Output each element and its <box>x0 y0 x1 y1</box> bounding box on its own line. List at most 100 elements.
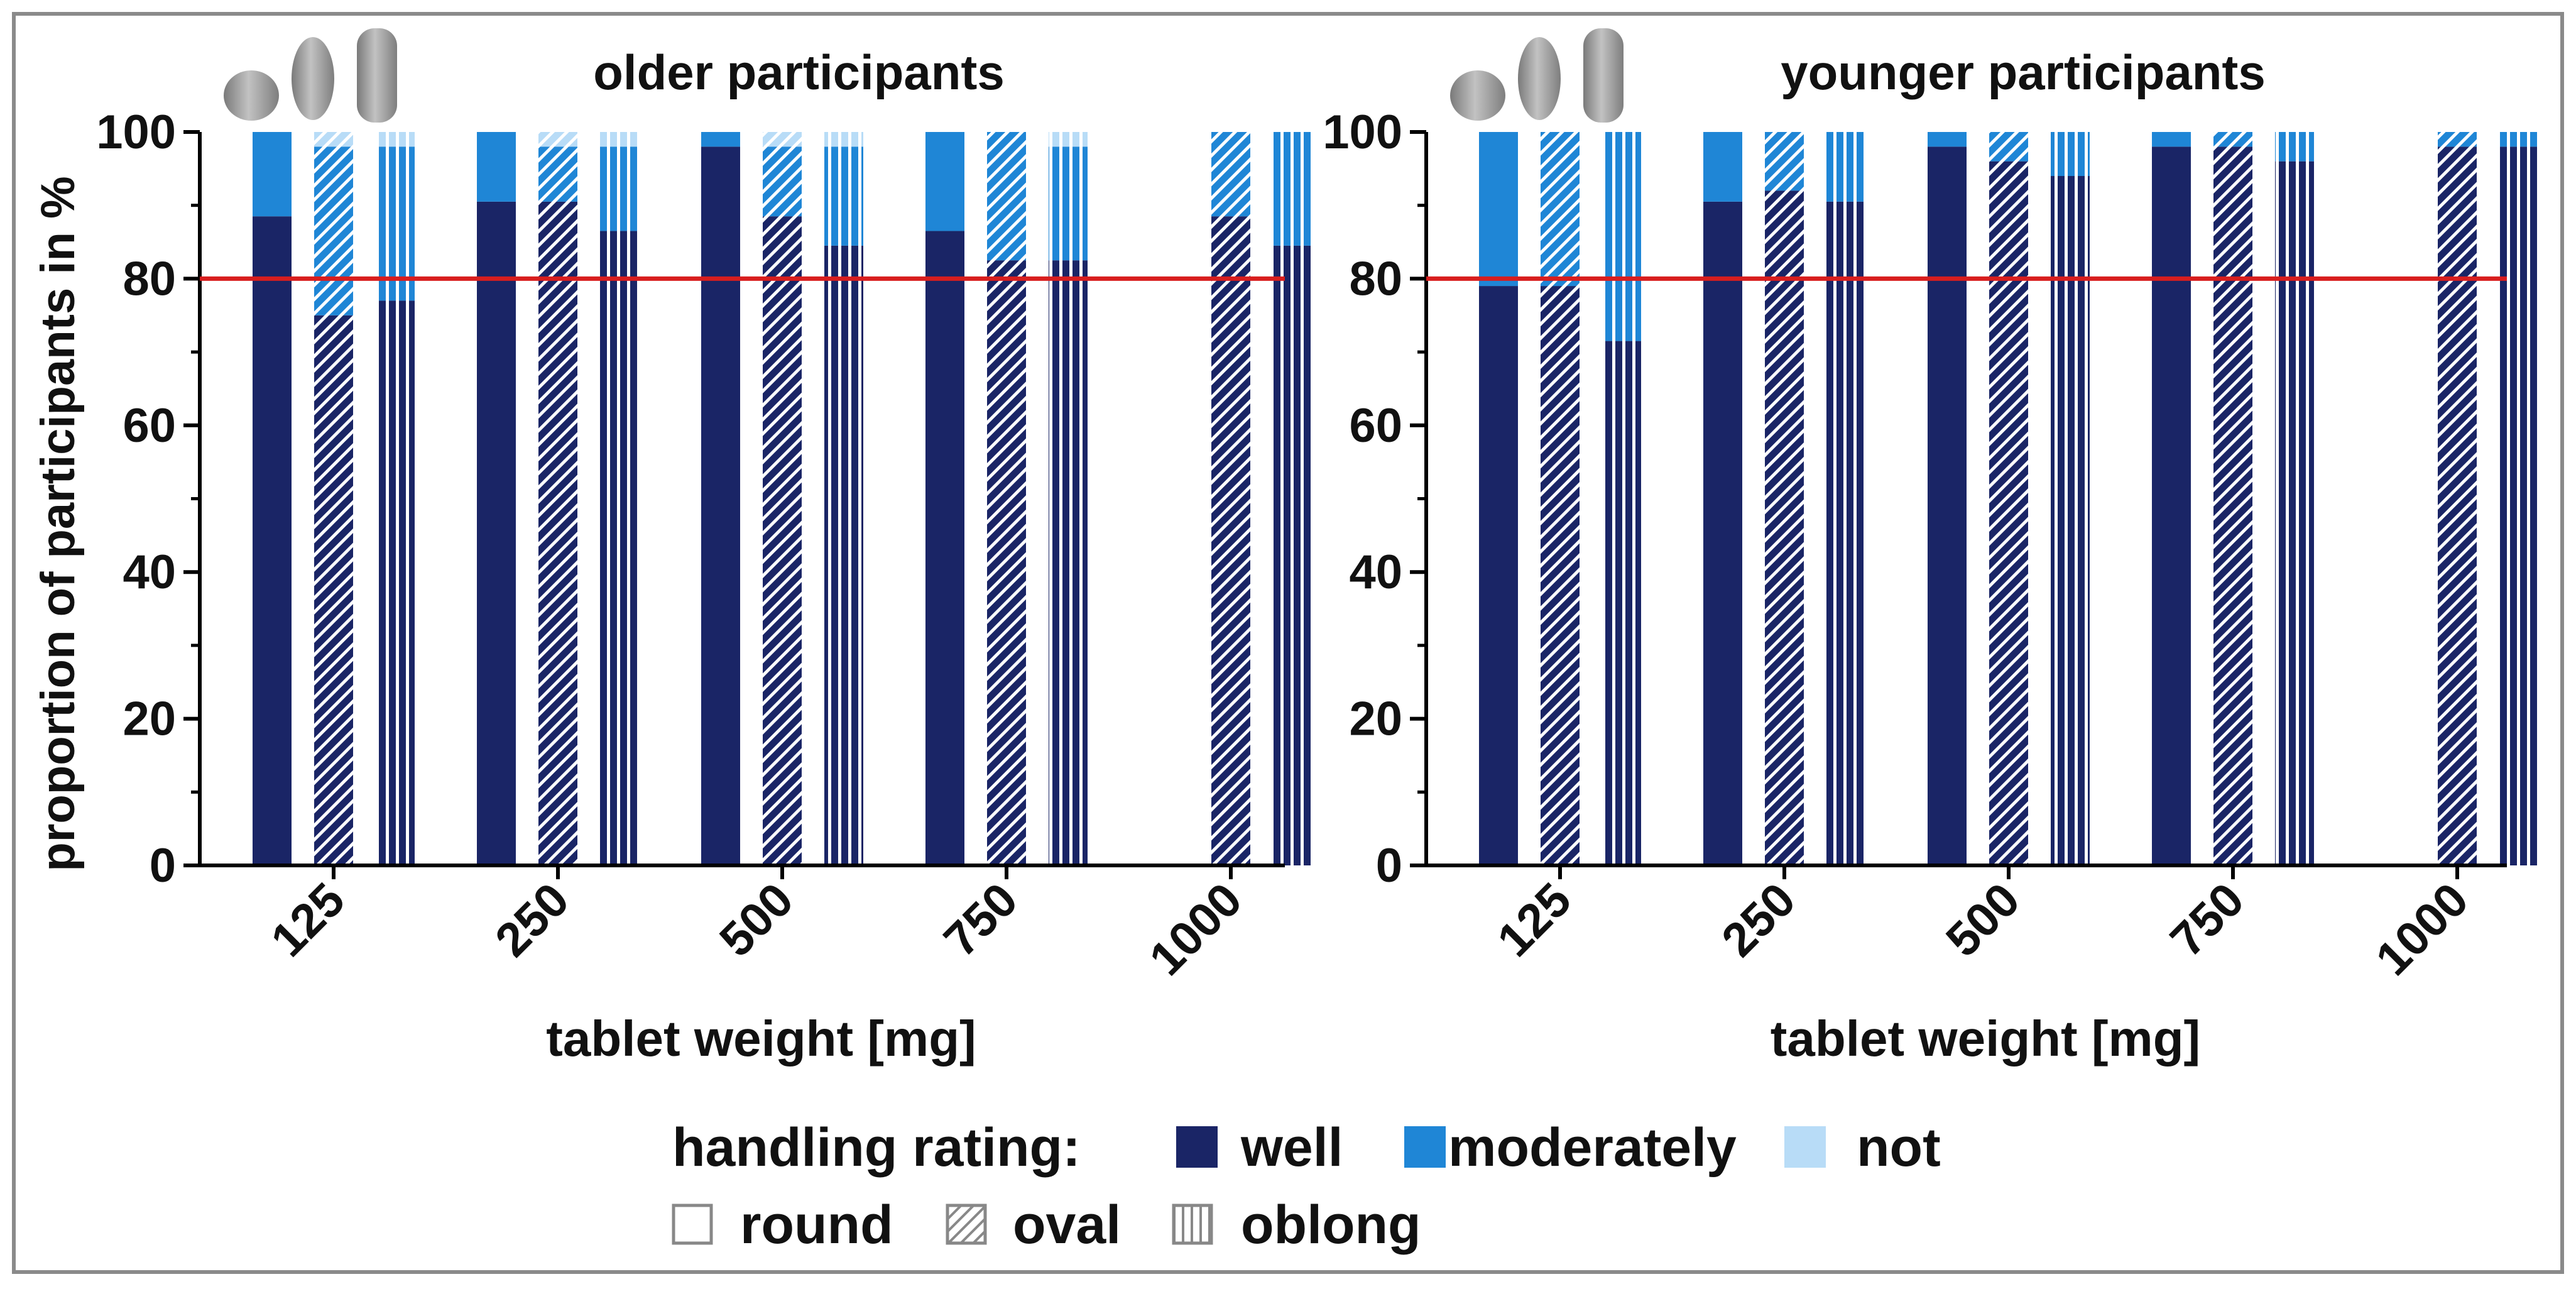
bar-oblong-125 <box>376 132 415 865</box>
bar-segment-well <box>376 300 415 865</box>
bar-segment-well <box>2051 176 2090 865</box>
bar-segment-moderately <box>600 146 639 231</box>
bar-segment-well <box>600 231 639 865</box>
bar-oval-500 <box>1989 132 2028 866</box>
bar-segment-well <box>1541 286 1580 865</box>
bar-segment-well <box>253 216 292 866</box>
bar-segment-well <box>477 201 516 865</box>
bar-round-750 <box>2152 132 2191 866</box>
y-tick-label: 60 <box>1349 399 1402 453</box>
legend-swatch-well <box>1176 1126 1218 1168</box>
bar-segment-moderately <box>2152 132 2191 147</box>
bar-segment-well <box>1602 341 1641 865</box>
bar-oblong-500 <box>824 132 863 865</box>
bar-segment-moderately <box>2051 132 2090 177</box>
bar-round-125 <box>1479 132 1518 865</box>
bar-segment-moderately <box>987 132 1026 261</box>
bar-segment-moderately <box>1703 132 1742 202</box>
bar-segment-well <box>1765 190 1804 865</box>
bar-oval-750 <box>2213 132 2252 866</box>
legend-label-not: not <box>1857 1117 1941 1178</box>
bar-segment-well <box>987 260 1026 866</box>
bar-segment-moderately <box>1765 132 1804 191</box>
bar-segment-well <box>2438 146 2477 866</box>
legend-item-round: round <box>672 1195 893 1255</box>
bar-segment-well <box>2152 146 2191 866</box>
bar-segment-moderately <box>1602 132 1641 341</box>
bar-oblong-250 <box>1826 132 1865 865</box>
bar-oblong-1000 <box>2499 132 2538 866</box>
bar-segment-well <box>1989 161 2028 866</box>
tablet-oblong-icon <box>357 28 397 123</box>
x-axis-label: tablet weight [mg] <box>546 1011 976 1067</box>
bar-segment-well <box>1479 286 1518 865</box>
legend-rating-title: handling rating: <box>672 1117 1081 1178</box>
legend-item-oval: oval <box>946 1195 1121 1255</box>
legend-item-not: not <box>1784 1117 1941 1178</box>
legend-swatch-round <box>672 1204 713 1245</box>
x-tick-label: 250 <box>1711 873 1806 967</box>
bar-segment-moderately <box>1273 132 1312 246</box>
figure-frame <box>12 12 2564 1274</box>
bar-segment-moderately <box>1989 132 2028 162</box>
legend-item-well: well <box>1176 1117 1343 1178</box>
bar-round-250 <box>1703 132 1742 865</box>
tablet-oval-icon <box>292 37 334 120</box>
bar-segment-moderately <box>2438 132 2477 147</box>
bar-segment-moderately <box>2499 132 2538 147</box>
bar-segment-well <box>538 201 577 865</box>
bar-segment-moderately <box>925 132 964 231</box>
bar-segment-not <box>1049 132 1088 147</box>
bar-oval-125 <box>314 132 353 865</box>
bar-segment-well <box>1273 245 1312 865</box>
bar-round-500 <box>1928 132 1967 866</box>
bar-oblong-750 <box>2275 132 2314 866</box>
x-tick-label: 500 <box>709 873 804 967</box>
legend-swatch-oblong <box>1172 1204 1213 1245</box>
x-tick-label: 750 <box>934 873 1028 967</box>
bar-segment-not <box>314 132 353 147</box>
tablet-oval-icon <box>1518 37 1561 120</box>
legend-item-oblong: oblong <box>1172 1195 1421 1255</box>
legend-label-oblong: oblong <box>1241 1195 1421 1255</box>
y-tick-label: 80 <box>1349 252 1402 305</box>
bar-segment-well <box>1703 201 1742 865</box>
bar-segment-moderately <box>1928 132 1967 147</box>
bar-segment-well <box>1928 146 1967 866</box>
legend-swatch-moderately <box>1404 1126 1446 1168</box>
bar-segment-well <box>2499 146 2538 866</box>
y-tick-label: 20 <box>123 693 176 746</box>
bar-segment-not <box>376 132 415 147</box>
x-tick-label: 750 <box>2160 873 2254 967</box>
bar-segment-well <box>314 315 353 865</box>
x-tick-label: 1000 <box>2366 873 2479 986</box>
tablet-round-icon <box>1450 70 1505 121</box>
bar-segment-moderately <box>376 146 415 301</box>
bar-segment-well <box>763 216 802 866</box>
bar-segment-not <box>763 132 802 147</box>
tablet-round-icon <box>224 70 279 121</box>
bar-segment-moderately <box>824 146 863 246</box>
bar-oval-1000 <box>1211 132 1250 866</box>
legend: handling rating: well moderately not rou… <box>672 1117 1941 1255</box>
tablet-oblong-icon <box>1583 28 1624 123</box>
legend-label-well: well <box>1240 1117 1343 1178</box>
bar-segment-moderately <box>1211 132 1250 217</box>
bar-segment-moderately <box>1826 132 1865 202</box>
bar-segment-well <box>1049 260 1088 866</box>
bar-oval-1000 <box>2438 132 2477 866</box>
bar-segment-moderately <box>314 146 353 315</box>
panel-title: older participants <box>593 45 1004 100</box>
y-tick-label: 100 <box>96 106 176 159</box>
bar-segment-moderately <box>2275 132 2314 162</box>
panel-older: older participants 0 20 40 60 80 100proportion… <box>31 28 1312 1067</box>
bar-segment-moderately <box>1479 132 1518 287</box>
y-tick-label: 40 <box>123 546 176 599</box>
legend-swatch-not <box>1784 1126 1826 1168</box>
bar-segment-not <box>824 132 863 147</box>
bar-segment-moderately <box>1541 132 1580 287</box>
bar-oval-125 <box>1541 132 1580 865</box>
bar-segment-well <box>1826 201 1865 865</box>
bar-segment-well <box>701 146 740 866</box>
